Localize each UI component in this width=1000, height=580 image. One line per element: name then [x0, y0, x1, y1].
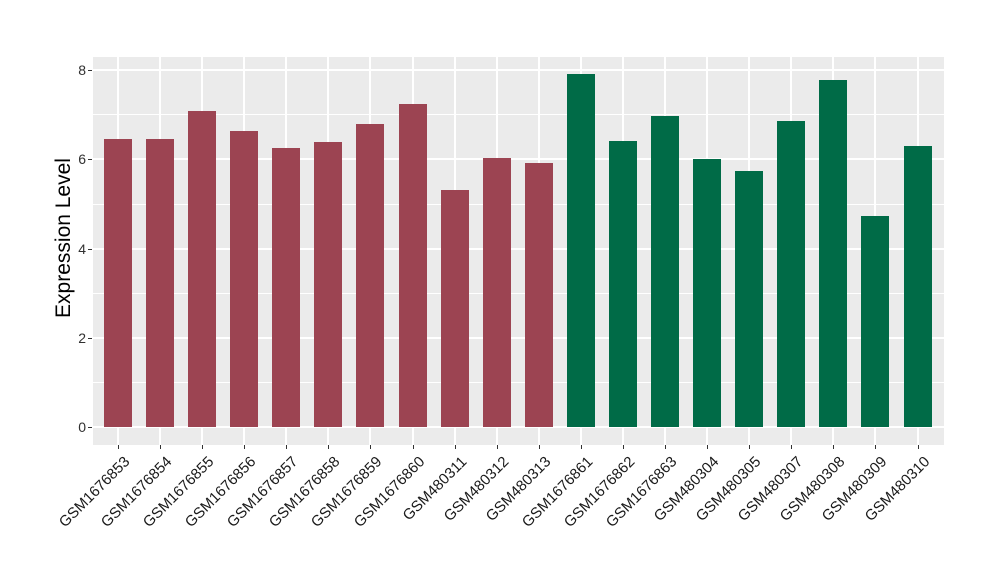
x-axis-tick	[707, 445, 709, 449]
y-axis-tick	[88, 427, 92, 428]
bar-GSM1676858	[314, 141, 343, 427]
y-axis-tick	[88, 159, 92, 161]
gridline-major-horizontal	[93, 247, 944, 250]
gridline-major-horizontal	[93, 426, 944, 428]
x-axis-tick	[791, 445, 793, 449]
gridline-minor-horizontal	[93, 292, 944, 294]
bar-GSM480310	[903, 145, 932, 427]
x-axis-tick	[749, 445, 751, 449]
x-axis-tick	[580, 445, 582, 449]
y-tick-label: 6	[78, 151, 86, 168]
bar-GSM1676853	[104, 139, 132, 427]
bar-GSM1676862	[608, 140, 637, 427]
bar-GSM480313	[524, 162, 553, 427]
bar-GSM1676861	[566, 74, 595, 427]
gridline-minor-horizontal	[93, 114, 944, 116]
bar-GSM1676855	[188, 111, 217, 427]
y-axis-tick	[88, 70, 92, 72]
bar-GSM480305	[735, 171, 764, 427]
x-axis-tick	[244, 445, 246, 449]
bar-GSM1676854	[146, 139, 175, 427]
x-axis-tick	[875, 445, 877, 449]
y-tick-label: 4	[78, 240, 86, 257]
gridline-minor-horizontal	[93, 203, 944, 205]
x-axis-tick	[454, 445, 456, 449]
gridline-major-horizontal	[93, 336, 944, 339]
bar-GSM480312	[482, 158, 511, 427]
x-axis-tick	[328, 445, 330, 449]
bar-GSM1676856	[230, 130, 259, 427]
plot-panel	[93, 57, 944, 445]
x-axis-tick	[833, 445, 835, 449]
gridline-minor-horizontal	[93, 381, 944, 383]
bar-GSM480307	[777, 121, 806, 427]
y-axis-tick	[88, 337, 92, 339]
bar-GSM1676859	[356, 123, 385, 427]
x-axis-tick	[412, 445, 414, 449]
x-axis-tick	[160, 445, 162, 449]
x-axis-tick	[286, 445, 288, 449]
x-axis-tick	[118, 445, 119, 449]
y-tick-label: 8	[78, 62, 86, 79]
x-axis-tick	[538, 445, 540, 449]
y-axis-title: Expression Level	[51, 158, 75, 318]
bar-GSM1676863	[651, 116, 680, 427]
bar-GSM1676857	[272, 148, 301, 427]
bar-GSM480309	[861, 215, 890, 427]
y-tick-label: 2	[78, 329, 86, 346]
y-tick-label: 0	[78, 419, 86, 435]
x-axis-tick	[622, 445, 624, 449]
bar-GSM480311	[440, 190, 469, 427]
x-axis-tick	[665, 445, 667, 449]
x-axis-tick	[917, 445, 919, 449]
y-axis-tick	[88, 248, 92, 250]
x-axis-tick	[202, 445, 204, 449]
gridline-major-horizontal	[93, 69, 944, 72]
bar-GSM480304	[693, 159, 722, 427]
x-axis-tick	[370, 445, 372, 449]
gridline-major-horizontal	[93, 158, 944, 161]
x-axis-tick	[496, 445, 498, 449]
bar-GSM480308	[819, 80, 848, 427]
bar-GSM1676860	[398, 104, 427, 427]
